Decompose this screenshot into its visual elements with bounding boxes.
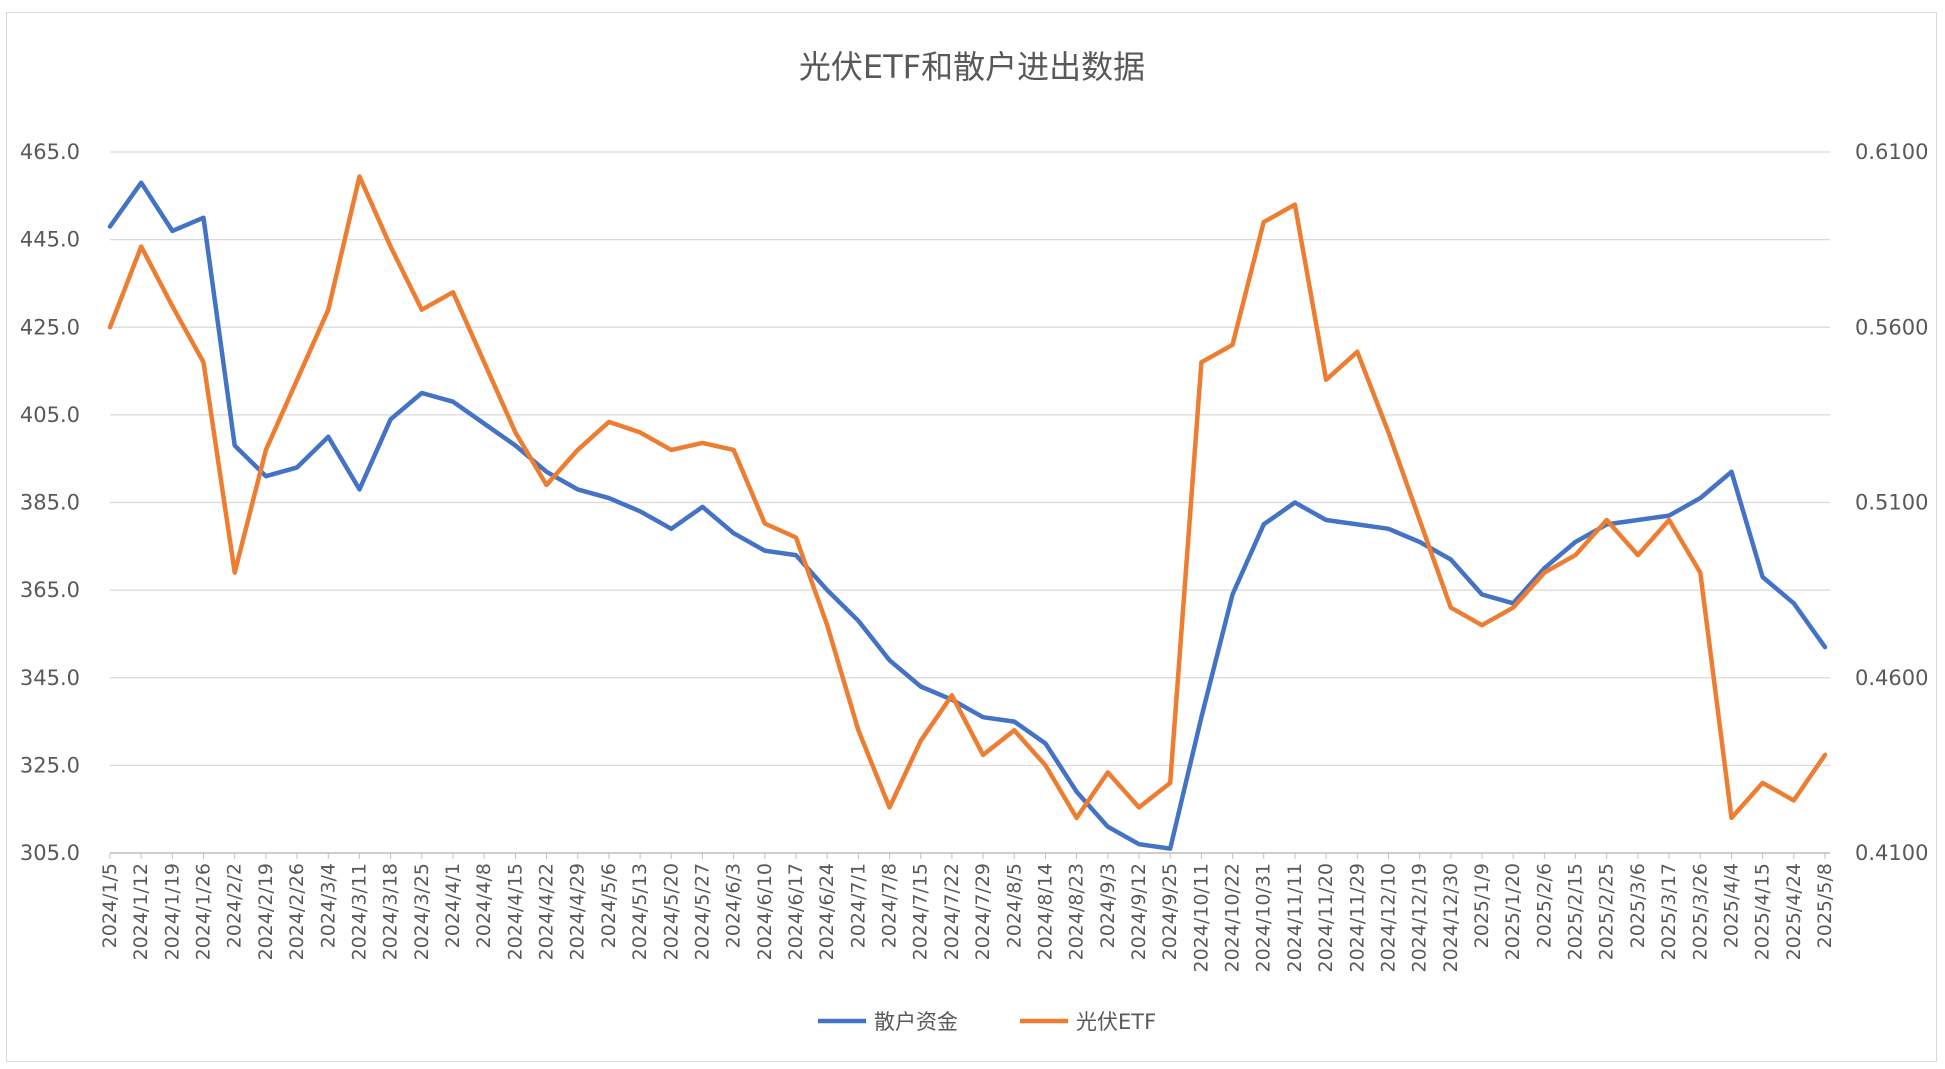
left-tick-label: 465.0 [20, 140, 80, 164]
x-tick-label: 2024/5/27 [691, 863, 713, 960]
legend-label: 散户资金 [874, 1010, 958, 1034]
left-tick-label: 365.0 [20, 578, 80, 602]
left-tick-label: 345.0 [20, 666, 80, 690]
x-tick-label: 2024/6/17 [785, 863, 807, 960]
x-tick-label: 2024/4/15 [504, 863, 526, 960]
x-tick-label: 2025/4/15 [1752, 863, 1774, 960]
x-tick-label: 2024/8/5 [1003, 863, 1025, 948]
legend-label: 光伏ETF [1076, 1010, 1156, 1034]
right-tick-label: 0.4600 [1855, 666, 1928, 690]
x-tick-label: 2024/6/10 [754, 863, 776, 960]
x-tick-label: 2024/4/8 [473, 863, 495, 948]
x-tick-label: 2024/9/3 [1097, 863, 1119, 948]
x-tick-label: 2025/3/17 [1658, 863, 1680, 960]
x-tick-label: 2024/12/30 [1440, 863, 1462, 973]
x-tick-label: 2025/2/25 [1596, 863, 1618, 960]
x-tick-label: 2024/7/15 [910, 863, 932, 960]
x-tick-label: 2024/10/22 [1222, 863, 1244, 973]
x-tick-label: 2024/8/14 [1034, 863, 1056, 960]
x-tick-label: 2025/3/26 [1689, 863, 1711, 960]
x-tick-label: 2024/1/26 [193, 863, 215, 960]
x-tick-label: 2024/1/19 [161, 863, 183, 960]
x-tick-label: 2024/3/11 [348, 863, 370, 960]
x-tick-label: 2024/12/10 [1377, 863, 1399, 973]
left-tick-label: 405.0 [20, 403, 80, 427]
x-tick-label: 2024/1/5 [99, 863, 121, 948]
x-tick-label: 2024/7/22 [941, 863, 963, 960]
x-tick-label: 2024/9/25 [1159, 863, 1181, 960]
x-tick-label: 2024/11/11 [1284, 863, 1306, 973]
chart-frame [6, 12, 1937, 1062]
x-tick-label: 2024/10/11 [1190, 863, 1212, 973]
left-tick-label: 325.0 [20, 753, 80, 777]
right-y-axis: 0.4100 0.4600 0.5100 0.5600 0.6100 [1855, 140, 1928, 865]
x-tick-label: 2024/4/1 [442, 863, 464, 948]
x-tick-label: 2025/4/4 [1720, 863, 1742, 948]
x-tick-label: 2024/6/24 [816, 863, 838, 960]
x-tick-label: 2024/2/19 [255, 863, 277, 960]
right-tick-label: 0.6100 [1855, 140, 1928, 164]
left-tick-label: 305.0 [20, 841, 80, 865]
right-tick-label: 0.5600 [1855, 315, 1928, 339]
x-tick-label: 2024/3/18 [380, 863, 402, 960]
x-tick-label: 2024/12/19 [1409, 863, 1431, 973]
x-tick-label: 2024/5/13 [629, 863, 651, 960]
x-tick-label: 2024/7/29 [972, 863, 994, 960]
x-tick-label: 2024/1/12 [130, 863, 152, 960]
x-tick-label: 2024/10/31 [1253, 863, 1275, 973]
series-lines [107, 174, 1828, 851]
series-line-etf [107, 174, 1828, 821]
x-tick-label: 2024/7/8 [879, 863, 901, 948]
x-tick-label: 2024/8/23 [1066, 863, 1088, 960]
gridlines [110, 151, 1830, 854]
x-tick-label: 2024/9/12 [1128, 863, 1150, 960]
x-tick-label: 2024/7/1 [847, 863, 869, 948]
x-tick-label: 2024/4/29 [567, 863, 589, 960]
x-tick-label: 2025/1/20 [1502, 863, 1524, 960]
x-tick-label: 2025/1/9 [1471, 863, 1493, 948]
x-tick-label: 2024/11/20 [1315, 863, 1337, 973]
x-tick-label: 2025/2/15 [1565, 863, 1587, 960]
x-tick-label: 2025/4/24 [1783, 863, 1805, 960]
right-tick-label: 0.5100 [1855, 491, 1928, 515]
x-tick-label: 2024/2/26 [286, 863, 308, 960]
x-tick-label: 2024/6/3 [723, 863, 745, 948]
left-tick-label: 385.0 [20, 491, 80, 515]
legend: 散户资金 光伏ETF [818, 1010, 1156, 1034]
x-axis: 2024/1/5 2024/1/12 2024/1/19 2024/1/26 2024/… [99, 853, 1836, 973]
x-tick-label: 2024/5/20 [660, 863, 682, 960]
left-tick-label: 445.0 [20, 228, 80, 252]
x-tick-label: 2024/5/6 [598, 863, 620, 948]
chart-title: 光伏ETF和散户进出数据 [799, 48, 1145, 86]
left-tick-label: 425.0 [20, 315, 80, 339]
x-tick-label: 2024/3/4 [317, 863, 339, 948]
x-tick-label: 2024/2/2 [224, 863, 246, 948]
x-tick-label: 2024/4/22 [536, 863, 558, 960]
series-line-retail [107, 180, 1828, 851]
x-tick-label: 2025/3/6 [1627, 863, 1649, 948]
x-tick-label: 2025/5/8 [1814, 863, 1836, 948]
right-tick-label: 0.4100 [1855, 841, 1928, 865]
x-tick-label: 2025/2/6 [1533, 863, 1555, 948]
x-tick-label: 2024/3/25 [411, 863, 433, 960]
x-tick-label: 2024/11/29 [1346, 863, 1368, 973]
left-y-axis: 305.0 325.0 345.0 365.0 385.0 405.0 425.0 445.0… [20, 140, 80, 865]
